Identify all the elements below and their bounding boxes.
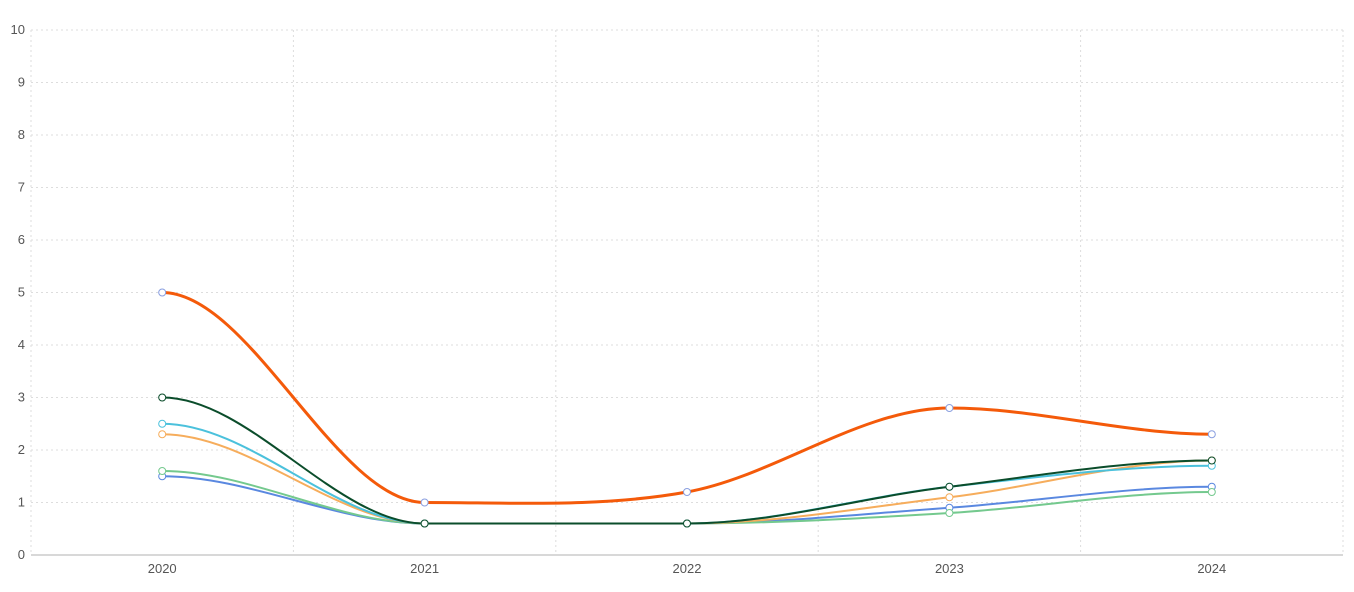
data-point-series-2-2024[interactable] (1207, 488, 1216, 496)
series-line-6 (162, 291, 1212, 505)
data-point-series-5-2020[interactable] (158, 393, 167, 402)
data-point-series-6-2020[interactable] (158, 288, 167, 297)
axes: 0 1 2 3 4 5 6 7 8 9 10 2020 2021 2022 2023 2024 (11, 22, 1343, 576)
y-tick-label: 9 (18, 75, 25, 90)
y-tick-label: 10 (11, 22, 25, 37)
data-point-series-6-2023[interactable] (945, 404, 954, 412)
x-tick-label: 2024 (1197, 561, 1226, 576)
data-point-series-6-2022[interactable] (683, 488, 691, 496)
data-point-series-5-2021[interactable] (420, 519, 429, 528)
data-point-series-2-2023[interactable] (945, 509, 954, 517)
y-tick-label: 7 (18, 180, 25, 195)
y-tick-label: 1 (18, 495, 25, 510)
data-point-series-3-2020[interactable] (158, 430, 167, 439)
y-tick-label: 4 (18, 337, 25, 352)
data-point-series-4-2020[interactable] (158, 419, 167, 428)
y-tick-label: 5 (18, 285, 25, 300)
series-line-1 (162, 475, 1212, 525)
data-point-series-5-2023[interactable] (945, 482, 954, 491)
y-tick-label: 3 (18, 390, 25, 405)
y-tick-label: 0 (18, 547, 25, 562)
x-tick-label: 2022 (673, 561, 702, 576)
data-point-series-3-2023[interactable] (945, 493, 954, 502)
data-points (158, 288, 1216, 528)
grid (30, 29, 1344, 555)
data-point-series-5-2024[interactable] (1207, 456, 1216, 465)
x-tick-label: 2020 (148, 561, 177, 576)
data-point-series-5-2022[interactable] (683, 519, 691, 528)
y-tick-label: 6 (18, 232, 25, 247)
x-tick-label: 2021 (410, 561, 439, 576)
x-tick-label: 2023 (935, 561, 964, 576)
y-tick-label: 2 (18, 442, 25, 457)
data-point-series-2-2020[interactable] (158, 467, 167, 475)
data-point-series-6-2024[interactable] (1207, 430, 1216, 439)
y-tick-label: 8 (18, 127, 25, 142)
data-point-series-6-2021[interactable] (420, 498, 429, 507)
